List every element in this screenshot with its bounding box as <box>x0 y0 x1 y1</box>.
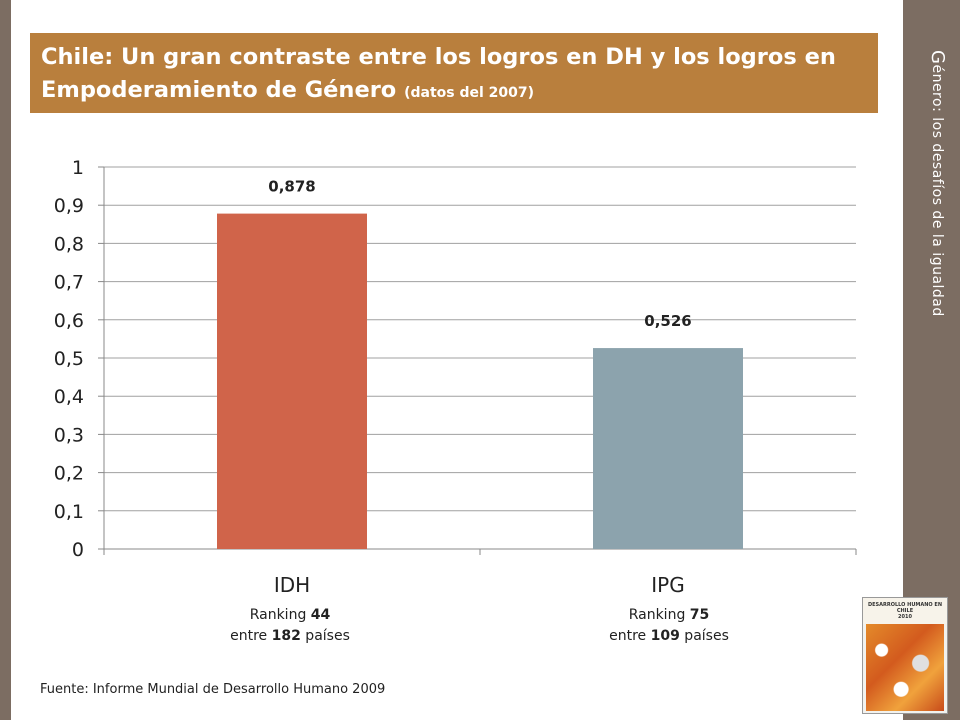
y-tick-label: 0,1 <box>54 501 84 523</box>
x-category-label: IDH <box>274 573 310 597</box>
y-tick-label: 1 <box>72 157 84 179</box>
y-tick-label: 0,8 <box>54 233 84 255</box>
y-tick-label: 0,2 <box>54 463 84 485</box>
section-title-cap: G <box>927 50 948 65</box>
cover-band <box>863 598 947 624</box>
cover-title-text: DESARROLLO HUMANO EN CHILE <box>867 602 943 614</box>
y-tick-label: 0,7 <box>54 272 84 294</box>
ranking-idh-line2-prefix: entre <box>230 628 272 644</box>
ranking-ipg-value: 75 <box>689 607 710 623</box>
title-bar: Chile: Un gran contraste entre los logro… <box>30 33 878 113</box>
y-tick-label: 0,4 <box>54 386 84 408</box>
ranking-ipg-suffix: países <box>679 628 729 644</box>
cover-title: DESARROLLO HUMANO EN CHILE 2010 <box>866 602 944 620</box>
title-note: (datos del 2007) <box>404 85 535 101</box>
y-tick-label: 0,5 <box>54 348 84 370</box>
y-tick-label: 0,9 <box>54 195 84 217</box>
bar-idh <box>217 213 367 549</box>
ranking-ipg-total: 109 <box>650 628 680 644</box>
x-category-label: IPG <box>651 573 684 597</box>
y-tick-label: 0 <box>72 539 84 561</box>
source-note: Fuente: Informe Mundial de Desarrollo Hu… <box>40 682 386 697</box>
section-title: Género: los desafíos de la igualdad <box>918 50 948 460</box>
ranking-idh: Ranking 44 entre 182 países <box>190 605 390 647</box>
cover-subtitle: 2010 <box>898 614 912 620</box>
section-title-rest: énero: los desafíos de la igualdad <box>929 64 945 317</box>
ranking-idh-total: 182 <box>271 628 301 644</box>
data-label-ipg: 0,526 <box>644 312 691 330</box>
bar-ipg <box>593 348 743 549</box>
cover-artwork <box>866 624 944 711</box>
data-label-idh: 0,878 <box>268 178 315 196</box>
slide-background <box>11 0 903 720</box>
ranking-idh-value: 44 <box>310 607 331 623</box>
ranking-ipg-line2-prefix: entre <box>609 628 651 644</box>
y-tick-label: 0,3 <box>54 424 84 446</box>
y-tick-label: 0,6 <box>54 310 84 332</box>
ranking-ipg: Ranking 75 entre 109 países <box>569 605 769 647</box>
ranking-idh-prefix: Ranking <box>249 607 311 623</box>
ranking-idh-suffix: países <box>300 628 350 644</box>
ranking-ipg-prefix: Ranking <box>628 607 690 623</box>
report-cover-image: DESARROLLO HUMANO EN CHILE 2010 <box>862 597 948 714</box>
page-title: Chile: Un gran contraste entre los logro… <box>41 44 836 103</box>
